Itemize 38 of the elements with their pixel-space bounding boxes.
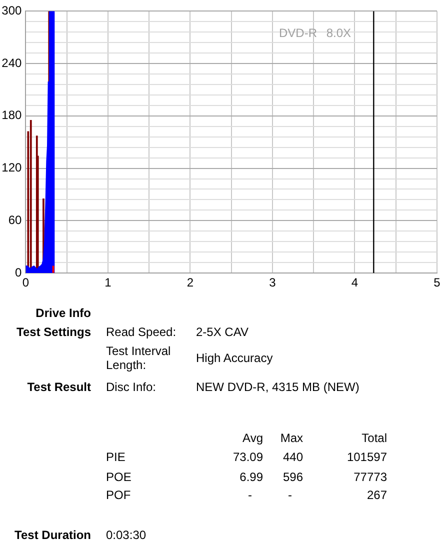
text: Read Speed: — [106, 325, 176, 339]
text: Disc Info: — [106, 380, 156, 394]
text: 6.99 — [240, 470, 263, 484]
x-tick-label: 4 — [351, 276, 358, 290]
text: 2-5X CAV — [196, 325, 248, 339]
text: Test Interval Length: — [106, 344, 172, 372]
text: 440 — [282, 450, 303, 464]
annotation: DVD-R 8.0X — [279, 26, 352, 40]
text: Drive Info — [36, 306, 91, 320]
text: 77773 — [354, 470, 387, 484]
x-tick-label: 1 — [104, 276, 112, 290]
x-tick-label: 3 — [269, 276, 276, 290]
x-tick-label: 2 — [186, 276, 194, 290]
text: POE — [106, 470, 132, 484]
text: High Accuracy — [196, 351, 273, 365]
text: 101597 — [346, 450, 387, 464]
text: 596 — [282, 470, 303, 484]
y-tick-label: 300 — [2, 4, 22, 18]
text: 267 — [366, 488, 387, 502]
text: - — [287, 488, 293, 502]
text: Total — [362, 431, 387, 445]
text: Test Result — [27, 380, 91, 394]
text: PIE — [106, 450, 126, 464]
y-tick-label: 0 — [15, 265, 22, 280]
text: NEW DVD-R, 4315 MB (NEW) — [196, 380, 360, 394]
y-tick-label: 240 — [2, 56, 22, 70]
text: Test Duration — [14, 528, 91, 542]
y-tick-label: 180 — [2, 108, 22, 122]
x-tick-label: 5 — [434, 276, 441, 290]
y-tick-label: 120 — [2, 160, 22, 175]
text: 0:03:30 — [106, 528, 146, 542]
text: 73.09 — [232, 450, 263, 464]
text: - — [247, 488, 253, 502]
y-tick-label: 60 — [8, 212, 22, 227]
text: POF — [106, 488, 131, 502]
text: Max — [280, 431, 303, 445]
text: Test Settings — [16, 325, 91, 339]
text: Avg — [242, 431, 263, 445]
